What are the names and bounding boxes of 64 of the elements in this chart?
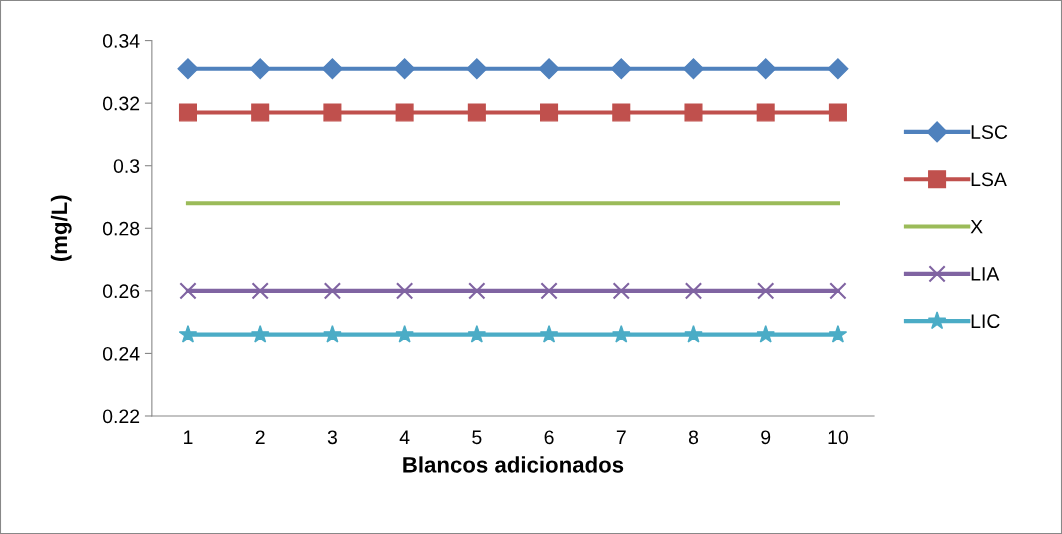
point <box>684 282 703 300</box>
point <box>323 103 342 122</box>
x-tick-label: 7 <box>616 430 626 444</box>
point <box>829 282 847 300</box>
point <box>684 103 703 122</box>
y-tick-label: 0.26 <box>102 284 140 299</box>
point <box>178 103 198 122</box>
point <box>467 103 486 122</box>
y-tick-label: 0.28 <box>102 221 140 236</box>
x-tick-label: 4 <box>399 430 410 444</box>
point <box>755 58 777 80</box>
point <box>467 324 487 343</box>
legend-label: LIA <box>971 267 1000 281</box>
point <box>178 324 198 343</box>
legend-label: LIC <box>971 314 1000 329</box>
y-tick-label: 0.3 <box>113 159 140 173</box>
point <box>321 58 343 80</box>
x-tick-label: 1 <box>184 430 193 444</box>
point <box>538 58 560 80</box>
point <box>179 282 197 300</box>
point <box>395 324 414 343</box>
point <box>540 103 559 122</box>
y-tick-label: 0.22 <box>102 409 140 424</box>
point <box>395 282 414 300</box>
x-tick-label: 9 <box>761 430 771 445</box>
point <box>828 103 847 122</box>
point <box>828 324 848 343</box>
point <box>682 58 705 80</box>
point <box>610 58 632 80</box>
point <box>539 324 559 343</box>
x-axis-title: Blancos adicionados <box>403 456 624 473</box>
point <box>395 103 414 122</box>
point <box>251 103 270 122</box>
point <box>611 324 631 343</box>
point <box>612 282 630 300</box>
x-tick-label: 8 <box>688 430 699 445</box>
y-tick-label: 0.24 <box>102 346 140 361</box>
x-tick-label: 3 <box>327 430 337 445</box>
point <box>756 103 775 122</box>
point <box>251 282 269 300</box>
point <box>323 324 342 343</box>
x-tick-label: 5 <box>472 430 482 445</box>
point <box>323 282 342 300</box>
x-tick-label: 10 <box>828 430 848 445</box>
point <box>394 58 416 80</box>
x-tick-label: 2 <box>255 430 265 444</box>
point <box>757 282 775 300</box>
point <box>684 324 703 343</box>
legend-label: X <box>970 219 983 234</box>
point <box>466 58 488 80</box>
point <box>250 324 270 343</box>
y-axis-title: (mg/L) <box>50 195 72 262</box>
point <box>249 58 271 80</box>
point <box>756 324 775 343</box>
point <box>612 103 631 122</box>
y-tick-label: 0.34 <box>102 34 140 48</box>
point <box>540 282 558 300</box>
point <box>177 58 199 80</box>
legend-label: LSC <box>971 125 1008 139</box>
x-tick-label: 6 <box>544 430 554 445</box>
point <box>827 58 849 80</box>
legend-label: LSA <box>971 172 1007 187</box>
point <box>468 282 486 300</box>
y-tick-label: 0.32 <box>102 96 140 111</box>
